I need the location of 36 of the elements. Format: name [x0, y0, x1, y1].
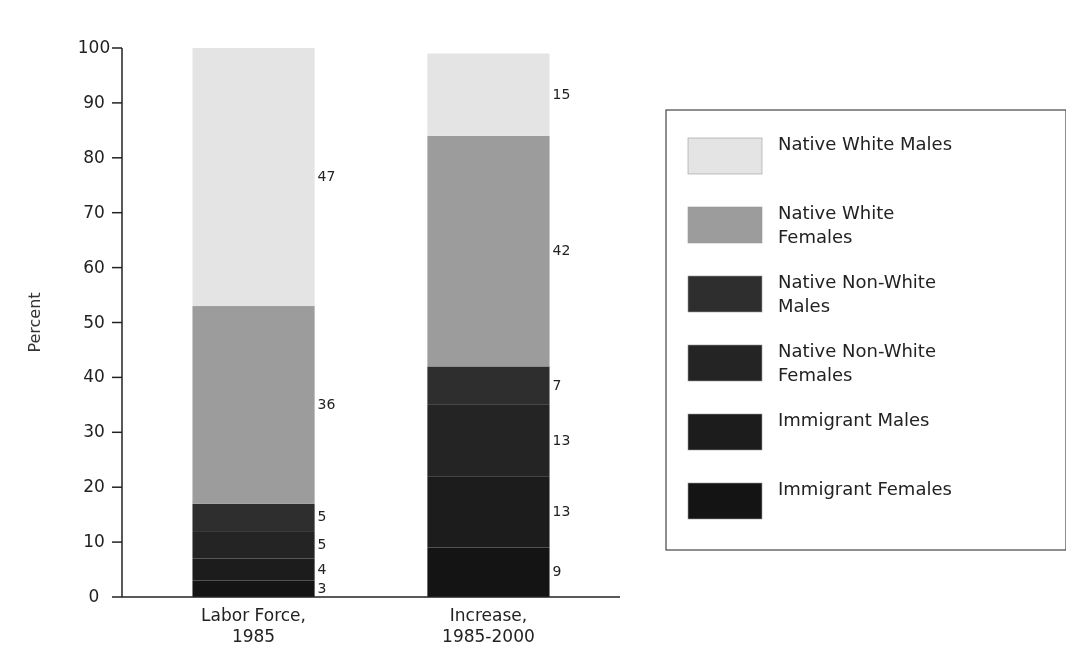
- y-tick-label: 40: [83, 366, 105, 387]
- y-tick-label: 60: [83, 256, 105, 277]
- legend-label: Immigrant Males: [778, 409, 930, 430]
- y-tick-label: 100: [77, 37, 111, 57]
- bar: [427, 53, 550, 136]
- y-tick-label: 90: [83, 91, 105, 112]
- y-tick-label: 30: [83, 421, 105, 442]
- legend-label: Native White Males: [778, 133, 953, 154]
- data-label: 36: [317, 395, 336, 412]
- y-axis-title: Percent: [25, 292, 44, 353]
- x-tick-label: Increase, 1985-2000: [442, 605, 535, 646]
- data-label: 13: [552, 502, 571, 519]
- bar: [427, 135, 550, 367]
- legend-label: Native Non-White Females: [778, 340, 936, 385]
- data-label: 15: [552, 85, 571, 102]
- bar: [192, 306, 315, 504]
- y-tick-label: 50: [83, 311, 105, 332]
- data-label: 47: [317, 168, 336, 185]
- y-tick-label: 0: [88, 586, 100, 606]
- y-tick-label: 70: [83, 201, 105, 222]
- bar: [192, 48, 315, 307]
- y-tick-label: 20: [83, 476, 105, 497]
- data-label: 13: [552, 431, 571, 448]
- data-label: 7: [552, 376, 562, 393]
- legend-label: Native White Females: [778, 202, 895, 247]
- x-tick-label: Labor Force, 1985: [201, 605, 306, 646]
- data-label: 5: [317, 508, 327, 525]
- data-label: 9: [552, 563, 562, 580]
- y-tick-label: 80: [83, 146, 105, 167]
- data-label: 5: [317, 535, 327, 552]
- y-tick-label: 10: [83, 531, 105, 552]
- data-label: 3: [317, 579, 327, 596]
- legend-label: Native Non-White Males: [778, 271, 936, 316]
- data-label: 42: [552, 242, 571, 259]
- data-label: 4: [317, 560, 327, 577]
- legend-label: Immigrant Females: [778, 478, 952, 499]
